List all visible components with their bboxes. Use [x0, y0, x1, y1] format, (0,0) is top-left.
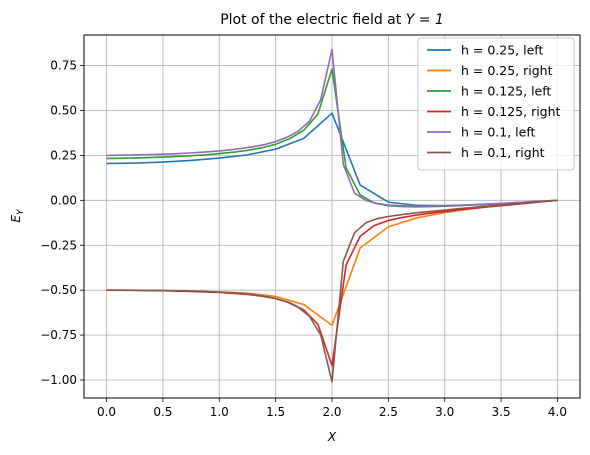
legend-label: h = 0.125, right — [461, 104, 561, 119]
axis-ticks: 0.0 0.5 1.0 1.5 2.0 2.5 3.0 3.5 4.0 0.75 0.50 0.25 0… — [40, 59, 567, 419]
legend-label: h = 0.1, left — [461, 125, 536, 140]
x-tick-label: 3.5 — [492, 405, 511, 419]
legend-label: h = 0.25, left — [461, 43, 543, 58]
x-tick-label: 2.0 — [322, 405, 341, 419]
y-tick-label: −1.00 — [40, 373, 77, 387]
legend-label: h = 0.25, right — [461, 63, 553, 78]
y-tick-label: 0.50 — [50, 103, 77, 117]
x-tick-label: 1.5 — [266, 405, 285, 419]
x-tick-label: 0.0 — [97, 405, 116, 419]
y-tick-label: 0.00 — [50, 193, 77, 207]
series-lines — [106, 48, 558, 383]
x-axis-label: X — [327, 430, 337, 444]
y-axis-label: EY — [9, 208, 26, 223]
x-tick-label: 2.5 — [379, 405, 398, 419]
legend: h = 0.25, left h = 0.25, right h = 0.125, … — [417, 37, 575, 171]
legend-label: h = 0.125, left — [461, 84, 551, 99]
y-tick-label: −0.25 — [40, 238, 77, 252]
x-tick-label: 4.0 — [548, 405, 567, 419]
chart-title: Plot of the electric field at Y = 1 — [220, 12, 444, 28]
legend-box — [417, 37, 575, 171]
series-line-5 — [106, 48, 558, 207]
x-tick-label: 3.0 — [435, 405, 454, 419]
y-tick-label: 0.75 — [50, 59, 77, 73]
x-tick-label: 1.0 — [210, 405, 229, 419]
y-tick-label: −0.50 — [40, 283, 77, 297]
y-tick-label: −0.75 — [40, 328, 77, 342]
x-tick-label: 0.5 — [153, 405, 172, 419]
y-tick-label: 0.25 — [50, 148, 77, 162]
series-line-6 — [106, 199, 558, 383]
legend-label: h = 0.1, right — [461, 145, 545, 160]
